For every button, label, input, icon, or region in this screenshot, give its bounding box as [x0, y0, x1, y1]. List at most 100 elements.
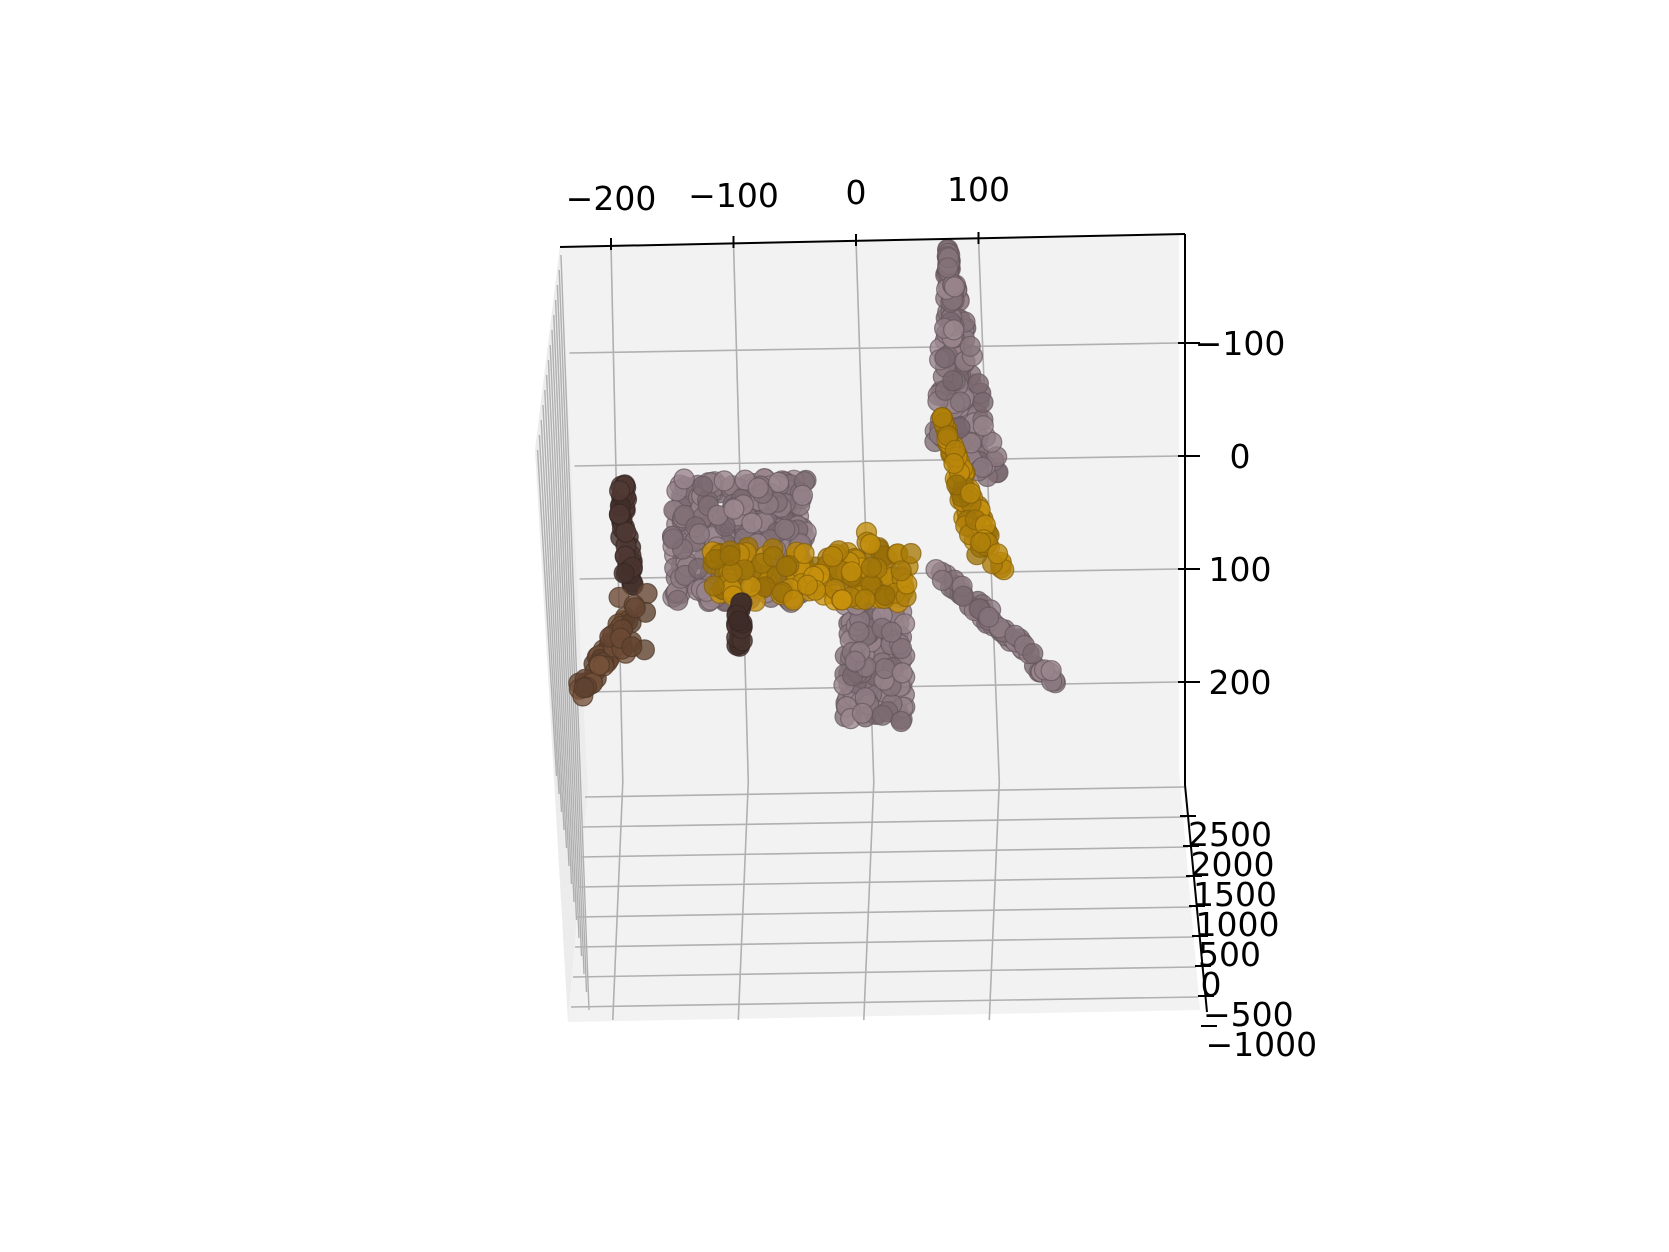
data-point-309 — [952, 585, 974, 607]
data-point-824 — [880, 621, 903, 643]
z-tick-label-5: 0 — [1201, 965, 1222, 1004]
y-tick-label-3: 200 — [1209, 663, 1272, 702]
grid-x-floor-0 — [612, 781, 624, 1021]
data-point-825 — [848, 621, 870, 643]
data-point-315 — [1040, 659, 1062, 682]
data-point-978 — [719, 544, 741, 567]
data-point-1108 — [621, 636, 643, 658]
grid-side-3 — [554, 299, 583, 957]
grid-side-2 — [556, 284, 585, 975]
grid-z-1 — [582, 816, 1187, 828]
data-point-969 — [854, 588, 876, 611]
floor-pane — [568, 770, 1200, 1022]
data-point-257 — [986, 543, 1009, 565]
data-point-169 — [937, 257, 959, 279]
data-point-632 — [688, 523, 711, 545]
data-point-1020 — [615, 521, 637, 543]
data-point-970 — [840, 561, 863, 583]
data-point-971 — [821, 545, 844, 568]
data-point-165 — [959, 335, 981, 357]
data-point-146 — [972, 415, 994, 437]
grid-side-1 — [558, 269, 588, 993]
data-point-120 — [967, 373, 990, 395]
data-point-602 — [662, 528, 684, 550]
x-tick-label-3: 100 — [947, 170, 1010, 209]
grid-side-0 — [560, 254, 590, 1011]
data-point-1096 — [728, 610, 750, 632]
grid-side-9 — [544, 389, 568, 849]
data-point-254 — [970, 531, 992, 554]
z-tick-label-0: 2500 — [1188, 815, 1272, 854]
grid-side-5 — [551, 329, 578, 921]
grid-x-floor-3 — [988, 781, 1001, 1021]
axis-lines — [559, 232, 1217, 1027]
grid-y-1 — [574, 455, 1180, 467]
x-tick-label-2: 0 — [846, 173, 867, 212]
z-tick-label-3: 1000 — [1196, 905, 1280, 944]
grid-side-6 — [549, 344, 575, 903]
y-tick-label-2: 100 — [1209, 550, 1272, 589]
grid-side-12 — [538, 434, 560, 795]
data-points — [568, 238, 1067, 733]
grid-z-4 — [576, 906, 1193, 918]
data-point-639 — [723, 498, 745, 520]
data-point-1106 — [624, 597, 646, 619]
grid-x-floor-1 — [737, 781, 750, 1021]
y-tick-label-0: −100 — [1195, 324, 1286, 363]
grid-side-13 — [536, 449, 558, 777]
data-point-615 — [741, 512, 763, 534]
data-point-964 — [831, 589, 853, 611]
data-point-145 — [949, 391, 972, 413]
data-point-630 — [791, 484, 814, 506]
data-point-975 — [782, 589, 805, 611]
data-point-798 — [891, 662, 913, 684]
data-point-588 — [692, 475, 714, 497]
data-point-622 — [667, 589, 689, 611]
z-tick-label-1: 2000 — [1191, 845, 1275, 884]
grid-y-0 — [569, 342, 1180, 354]
data-point-318 — [1022, 642, 1044, 665]
z-tick-label-2: 1500 — [1193, 875, 1277, 914]
grid-side-7 — [547, 359, 573, 885]
data-point-168 — [943, 319, 965, 341]
grid-z-7 — [570, 996, 1199, 1008]
data-point-319 — [978, 606, 1000, 628]
data-point-142 — [981, 431, 1003, 453]
data-point-1072 — [573, 677, 595, 699]
tick-labels: −200 −100 0 100−100010020025002000150010005… — [566, 170, 1317, 1064]
data-point-968 — [900, 542, 922, 565]
data-point-953 — [874, 584, 896, 607]
data-point-795 — [890, 710, 912, 733]
grid-side-11 — [540, 419, 563, 813]
z-tick-label-7: −1000 — [1206, 1025, 1318, 1064]
data-point-813 — [890, 637, 913, 660]
z-tick-label-4: 500 — [1198, 935, 1261, 974]
data-point-939 — [703, 575, 725, 597]
x-tick-label-0: −200 — [566, 179, 657, 218]
grid-z-5 — [574, 936, 1195, 948]
grid-z-0 — [584, 786, 1185, 798]
data-point-150 — [972, 391, 994, 413]
data-point-977 — [796, 574, 819, 596]
data-point-1111 — [859, 533, 882, 555]
grid-z-3 — [578, 876, 1191, 888]
data-point-581 — [767, 471, 790, 493]
grid-side-4 — [553, 314, 580, 939]
data-point-1018 — [613, 562, 635, 584]
data-point-166 — [942, 370, 964, 392]
data-point-259 — [959, 482, 982, 504]
grid-side-10 — [542, 404, 565, 831]
data-point-638 — [774, 518, 796, 540]
data-point-966 — [860, 556, 883, 579]
data-point-979 — [775, 555, 798, 578]
data-point-829 — [851, 702, 874, 724]
data-point-1024 — [608, 480, 631, 502]
z-axis-line — [1184, 784, 1208, 1013]
data-point-587 — [713, 470, 735, 492]
data-point-1073 — [588, 654, 611, 676]
gridlines — [536, 237, 1199, 1021]
x-tick-label-1: −100 — [688, 176, 779, 215]
data-point-1023 — [608, 503, 631, 525]
data-point-247 — [931, 407, 953, 429]
y-tick-label-1: 0 — [1230, 437, 1251, 476]
